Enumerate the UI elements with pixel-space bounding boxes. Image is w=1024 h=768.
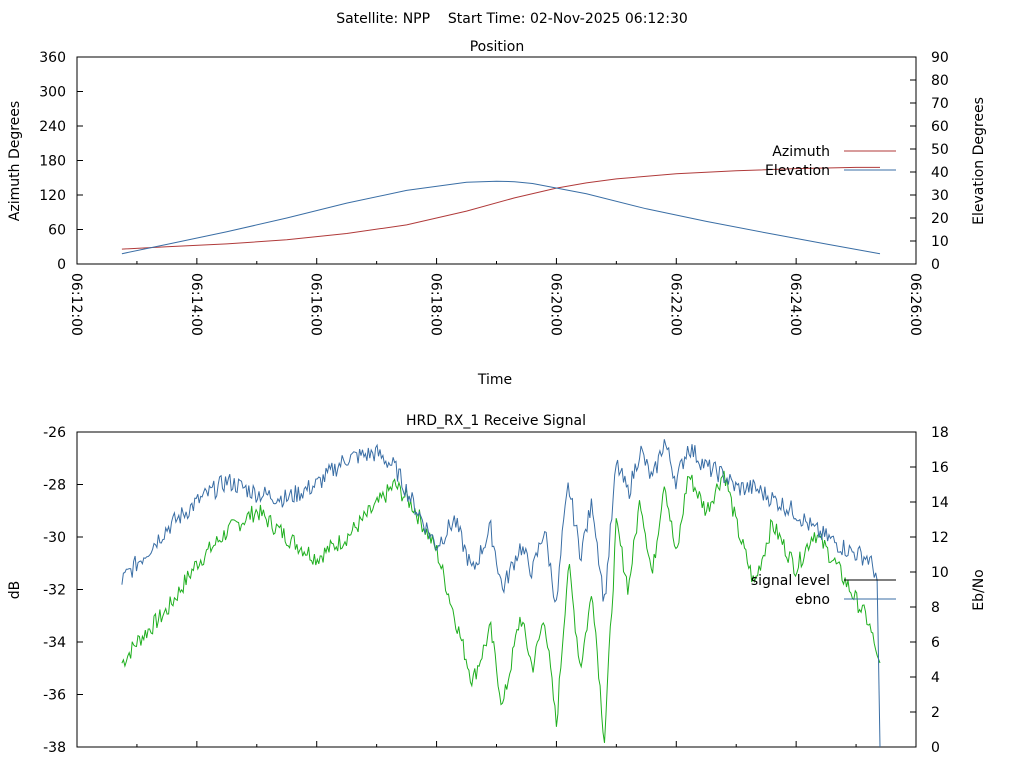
signal-y-label: dB bbox=[7, 581, 23, 600]
signal-y-tick-label: -32 bbox=[43, 583, 66, 599]
signal-y-tick-label: -36 bbox=[43, 688, 66, 704]
signal-lines bbox=[121, 439, 881, 748]
signal-y-tick-label: -34 bbox=[43, 635, 66, 651]
position-x-tick-label: 06:16:00 bbox=[308, 273, 324, 336]
series-line-elevation bbox=[121, 180, 881, 255]
position-y2-tick-label: 70 bbox=[931, 96, 949, 112]
position-y-tick-label: 120 bbox=[39, 188, 66, 204]
position-x-tick-label: 06:18:00 bbox=[428, 273, 444, 336]
signal-title: HRD_RX_1 Receive Signal bbox=[406, 413, 586, 429]
position-y-tick-label: 180 bbox=[39, 154, 66, 170]
position-x-tick-label: 06:22:00 bbox=[667, 273, 683, 336]
signal-y2-tick-label: 16 bbox=[931, 460, 949, 476]
signal-y2-tick-label: 6 bbox=[931, 635, 940, 651]
signal-y2-tick-label: 0 bbox=[931, 740, 940, 756]
position-y2-tick-label: 30 bbox=[931, 188, 949, 204]
position-y-tick-label: 0 bbox=[57, 257, 66, 273]
position-y2-tick-label: 20 bbox=[931, 211, 949, 227]
signal-y-tick-label: -28 bbox=[43, 478, 66, 494]
chart-header: Satellite: NPP Start Time: 02-Nov-2025 0… bbox=[336, 11, 688, 27]
position-y2-tick-label: 80 bbox=[931, 73, 949, 89]
signal-y-tick-label: -38 bbox=[43, 740, 66, 756]
signal-axis-ticks: -38 -36 -34 -32 -30 -28 -26 0 2 4 6 8 10 12 14 16 18 bbox=[43, 425, 949, 756]
series-line-azimuth bbox=[121, 166, 880, 250]
position-y2-tick-label: 10 bbox=[931, 234, 949, 250]
signal-y2-tick-label: 18 bbox=[931, 425, 949, 441]
signal-y2-label: Eb/No bbox=[971, 569, 987, 611]
position-plot-frame bbox=[76, 56, 917, 265]
position-axis-ticks: 0 60 120 180 240 300 360 0 10 20 30 40 50 60 70 80 90 06:… bbox=[39, 50, 949, 336]
position-y2-tick-label: 60 bbox=[931, 119, 949, 135]
position-y2-tick-label: 90 bbox=[931, 50, 949, 66]
position-y2-tick-label: 0 bbox=[931, 257, 940, 273]
position-lines bbox=[121, 166, 881, 255]
position-y-tick-label: 60 bbox=[48, 223, 66, 239]
signal-y2-tick-label: 2 bbox=[931, 705, 940, 721]
position-x-label: Time bbox=[477, 372, 512, 388]
legend-label-signal-level: signal level bbox=[751, 573, 830, 589]
series-line-signal-level bbox=[121, 470, 881, 743]
position-y2-tick-label: 40 bbox=[931, 165, 949, 181]
position-y-tick-label: 360 bbox=[39, 50, 66, 66]
position-x-tick-label: 06:20:00 bbox=[547, 273, 563, 336]
position-y-label: Azimuth Degrees bbox=[7, 101, 23, 221]
legend-label-elevation: Elevation bbox=[765, 163, 830, 179]
series-line-ebno bbox=[121, 439, 881, 748]
signal-y2-tick-label: 8 bbox=[931, 600, 940, 616]
signal-y2-tick-label: 4 bbox=[931, 670, 940, 686]
position-y-tick-label: 240 bbox=[39, 119, 66, 135]
position-x-tick-label: 06:12:00 bbox=[68, 273, 84, 336]
signal-y-tick-label: -26 bbox=[43, 425, 66, 441]
legend-label-ebno: ebno bbox=[795, 592, 830, 608]
legend-label-azimuth: Azimuth bbox=[772, 144, 830, 160]
signal-y2-tick-label: 12 bbox=[931, 530, 949, 546]
position-title: Position bbox=[470, 39, 525, 55]
position-x-tick-label: 06:24:00 bbox=[787, 273, 803, 336]
position-y2-label: Elevation Degrees bbox=[971, 97, 987, 225]
signal-plot-frame bbox=[76, 431, 917, 748]
signal-y2-tick-label: 10 bbox=[931, 565, 949, 581]
position-y2-tick-label: 50 bbox=[931, 142, 949, 158]
signal-y2-tick-label: 14 bbox=[931, 495, 949, 511]
position-x-tick-label: 06:14:00 bbox=[188, 273, 204, 336]
position-y-tick-label: 300 bbox=[39, 85, 66, 101]
position-x-tick-label: 06:26:00 bbox=[907, 273, 923, 336]
signal-y-tick-label: -30 bbox=[43, 530, 66, 546]
